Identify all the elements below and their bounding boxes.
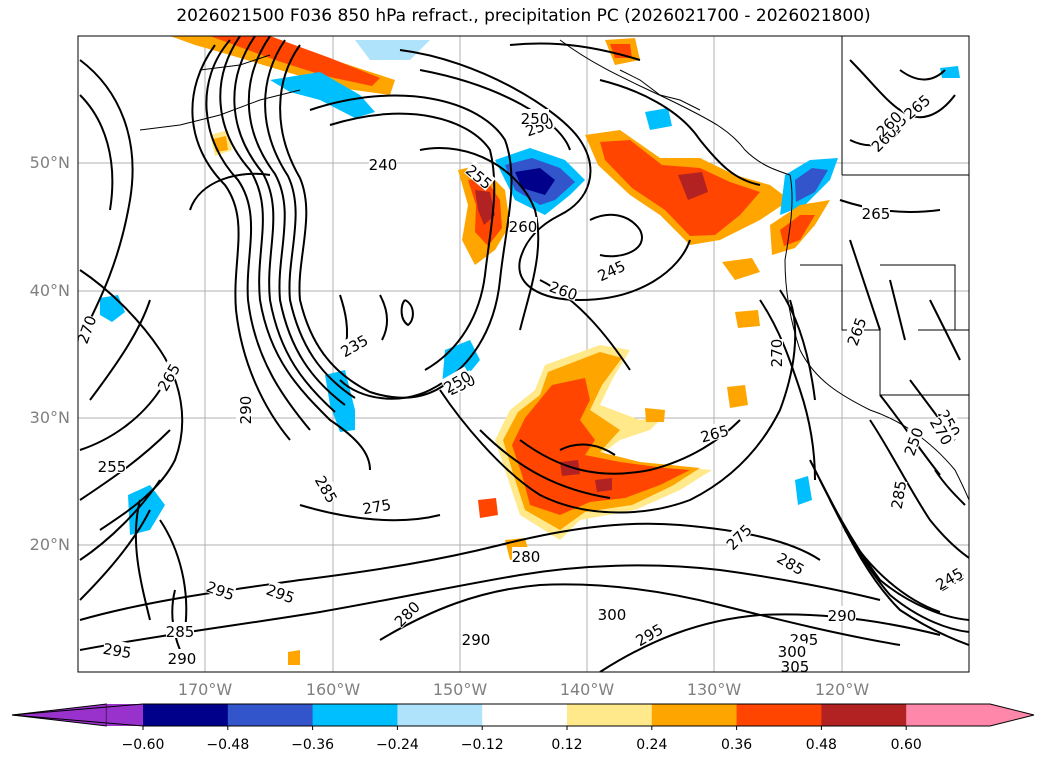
map-title: 2026021500 F036 850 hPa refract., precip… [176,6,871,26]
contour-label: 280 [512,548,541,566]
contour-label: 285 [166,623,195,641]
lat-label: 50°N [29,153,70,172]
colorbar-tick-label: −0.36 [291,737,335,753]
lon-label: 130°W [686,680,742,699]
colorbar-swatch [482,704,568,726]
colorbar-tick-label: −0.24 [375,737,419,753]
contour-label-bg [440,366,473,395]
contour-label: 255 [98,458,127,476]
contour-label-bg [828,606,856,622]
contour-label-bg [390,597,422,629]
colorbar-tick-label: −0.12 [460,737,504,753]
contour-label-bg [168,649,196,665]
colorbar-swatch [143,704,229,726]
contour-label-bg [464,160,496,191]
colorbar-swatch [567,704,653,726]
contour-label-bg [548,276,580,302]
contour-label-bg [313,472,342,505]
contour-label-bg [236,396,252,424]
contour-label-bg [102,638,133,660]
contour-label-bg [862,204,890,220]
colorbar-swatch [397,704,483,726]
contour-label-bg [98,457,126,473]
contour-label-bg [166,622,194,638]
contour-label-bg [928,414,957,447]
precip-shading [100,36,960,665]
contour-label-bg [767,339,783,367]
contour-label: 300 [598,606,627,624]
contour-label: 275 [361,496,392,519]
contour-label-bg [872,107,904,139]
contour-label: 285 [888,479,911,510]
contour-label: 295 [102,640,133,663]
contour-label-bg [369,155,397,171]
contour-label-bg [932,563,965,592]
colorbar-tick-label: −0.48 [206,737,250,753]
colorbar [11,703,1035,730]
contour-label-bg [78,313,98,345]
contour-label-bg [900,90,932,121]
colorbar-tick-label: 0.60 [890,737,922,753]
colorbar-swatch [227,704,314,726]
contour-label: 240 [369,156,398,174]
lat-label: 40°N [29,281,70,300]
colorbar-extend-left [11,703,107,727]
contour-label-bg [722,520,754,552]
colorbar-tick-label: 0.36 [721,737,753,753]
contour-label-bg [594,256,627,283]
lat-label: 30°N [29,408,70,427]
lon-label: 160°W [305,680,361,699]
lon-label: 120°W [814,680,870,699]
contour-label-bg [842,315,868,347]
contour-label-bg [509,217,537,233]
contour-label-bg [936,406,965,439]
colorbar-tick-label: 0.12 [551,737,583,753]
contour-label-bg [265,579,297,605]
colorbar-tick-label: 0.48 [805,737,837,753]
contour-label: 270 [768,339,786,368]
refractivity-contours [79,36,969,672]
contour-label: 305 [781,658,810,676]
contour-label: 300 [778,643,807,661]
contour-label: 290 [828,607,857,625]
colorbar-swatch [736,704,822,726]
contour-label-bg [886,479,908,510]
contour-label-bg [153,360,182,393]
lat-label: 20°N [29,535,70,554]
contour-label-bg [205,576,237,602]
lon-label: 170°W [177,680,233,699]
colorbar-tick-label: −0.60 [121,737,165,753]
lon-label: 140°W [559,680,615,699]
contour-label: 260 [509,218,538,236]
coastlines [139,36,969,501]
contour-label-bg [899,425,925,457]
contour-label-bg [698,420,730,444]
colorbar-extend-right [906,704,1034,726]
contour-label: 290 [168,650,197,668]
contour-label: 250 [521,110,550,128]
colorbar-swatch [651,704,738,726]
contour-label: 265 [862,205,891,223]
contour-label-bg [781,657,809,672]
contour-label-bg [337,330,370,359]
contour-label: 290 [237,396,255,425]
contour-label-bg [521,109,549,125]
colorbar-swatch [821,704,907,726]
contour-label-bg [462,630,490,646]
lon-label: 150°W [432,680,488,699]
contour-label-bg [632,619,665,648]
contour-label-bg [512,547,540,563]
contour-label: 290 [462,631,491,649]
contour-label-bg [361,494,392,516]
contour-label-bg [778,642,806,658]
contour-label-bg [598,605,626,621]
colorbar-tick-label: 0.24 [636,737,668,753]
contour-label-bg [775,548,808,577]
colorbar-swatch [106,704,143,726]
colorbar-swatch [312,704,398,726]
